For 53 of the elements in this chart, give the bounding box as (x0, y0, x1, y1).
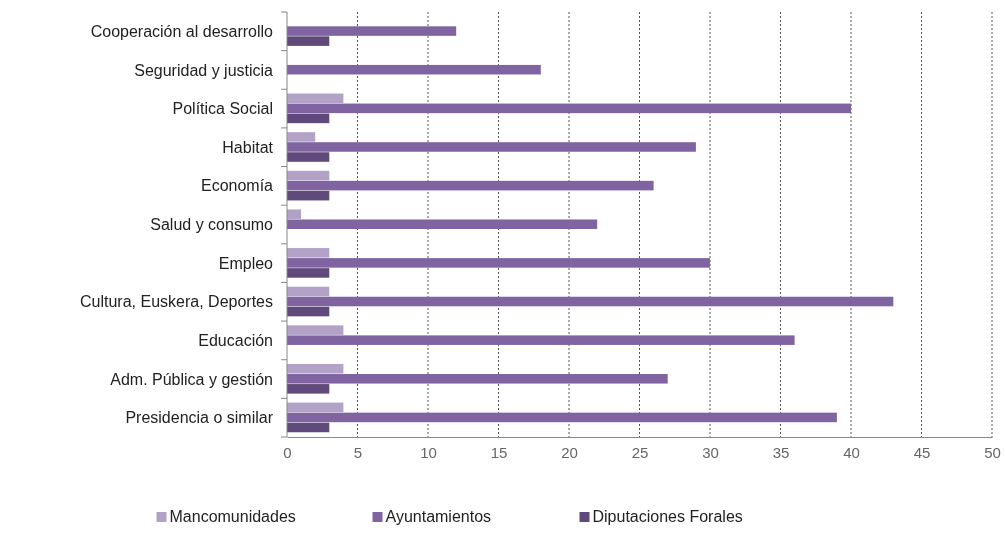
bar (287, 209, 302, 219)
bar (287, 258, 710, 268)
bar (287, 180, 654, 191)
y-tick-label: Salud y consumo (150, 216, 274, 234)
legend-label: Ayuntamientos (385, 508, 492, 525)
bar (287, 93, 344, 104)
bar (287, 219, 598, 230)
bar (287, 363, 344, 374)
x-tick-label: 30 (702, 443, 719, 461)
y-tick-label: Presidencia o similar (125, 409, 274, 427)
x-tick-label: 45 (913, 443, 931, 461)
y-tick-label: Educación (198, 332, 273, 350)
bar (287, 132, 316, 142)
x-tick-label: 5 (353, 443, 363, 461)
bar (287, 64, 541, 75)
bar (287, 152, 330, 162)
bar (287, 142, 696, 152)
y-tick-label: Cultura, Euskera, Deportes (80, 293, 273, 311)
bar (287, 306, 330, 317)
bar (287, 296, 894, 307)
y-tick-label: Seguridad y justicia (134, 61, 274, 79)
y-tick-label: Política Social (172, 100, 273, 118)
bar (287, 374, 668, 384)
bar (287, 113, 330, 124)
y-tick-label: Empleo (218, 254, 274, 272)
x-tick-label: 0 (283, 443, 292, 461)
bar (287, 422, 330, 433)
y-tick-label: Adm. Pública y gestión (110, 370, 273, 388)
x-tick-label: 40 (843, 443, 860, 461)
bar (287, 268, 330, 278)
y-tick-label: Economía (200, 177, 274, 195)
bar (287, 402, 344, 413)
x-tick-label: 10 (420, 443, 437, 461)
bar (287, 325, 344, 335)
x-tick-label: 25 (631, 443, 649, 461)
bar (287, 26, 457, 36)
x-tick-label: 50 (984, 443, 1001, 461)
bar (287, 103, 851, 114)
x-tick-label: 20 (561, 443, 578, 461)
y-tick-label: Cooperación al desarrollo (90, 22, 274, 40)
bar (287, 412, 837, 423)
bar (287, 170, 330, 181)
bar (287, 384, 330, 394)
x-tick-label: 35 (772, 443, 790, 461)
legend-label: Mancomunidades (169, 508, 296, 525)
bar (287, 36, 330, 46)
bar (287, 286, 330, 297)
legend-label: Diputaciones Forales (592, 508, 743, 525)
bar (287, 248, 330, 258)
x-tick-label: 15 (490, 443, 508, 461)
bar (287, 335, 795, 345)
bar (287, 190, 330, 201)
y-tick-label: Habitat (222, 138, 274, 156)
